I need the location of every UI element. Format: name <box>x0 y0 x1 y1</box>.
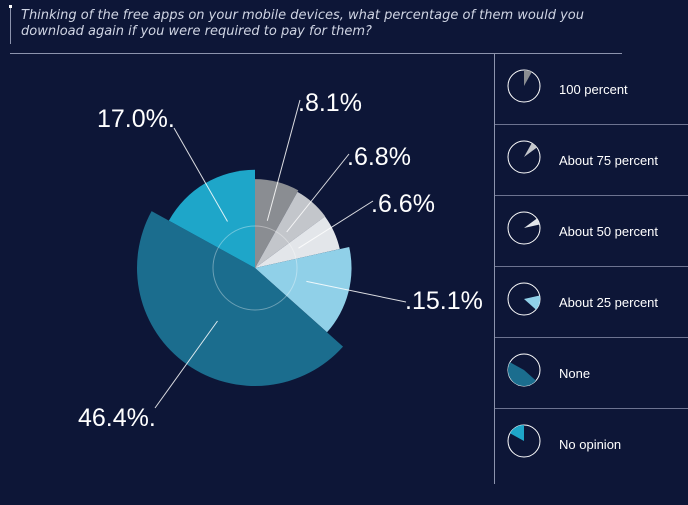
slice-about-25-percent <box>255 246 352 333</box>
connector-about-50-percent <box>298 200 374 249</box>
legend-divider <box>495 337 688 338</box>
legend-swatch-about-25-percent <box>507 282 541 316</box>
legend-label-about-50-percent: About 50 percent <box>559 224 659 239</box>
slice-about-75-percent <box>255 191 326 268</box>
legend-pie-wedge-about-50-percent <box>524 218 540 228</box>
chart-title-block: Thinking of the free apps on your mobile… <box>9 5 631 44</box>
legend-swatch-100-percent <box>507 69 541 103</box>
legend-divider <box>495 124 688 125</box>
legend-swatch-none <box>507 353 541 387</box>
legend-pie-wedge-about-25-percent <box>524 295 540 310</box>
connector-100-percent <box>266 99 301 221</box>
legend-swatch-about-75-percent <box>507 140 541 174</box>
legend-swatch-about-50-percent <box>507 211 541 245</box>
legend-pie-outline <box>507 282 541 316</box>
legend-item-about-75-percent: About 75 percent <box>495 125 688 196</box>
slice-no-opinion <box>168 169 255 268</box>
data-label-about-25-percent: .15.1% <box>405 287 483 315</box>
legend-item-none: None <box>495 338 688 409</box>
legend-label-100-percent: 100 percent <box>559 82 628 97</box>
legend-item-no-opinion: No opinion <box>495 409 688 480</box>
slice-none <box>137 211 344 386</box>
legend-label-about-75-percent: About 75 percent <box>559 153 659 168</box>
connector-no-opinion <box>173 127 228 222</box>
connector-about-75-percent <box>286 153 350 233</box>
legend-pie-wedge-100-percent <box>524 70 532 86</box>
data-label-none: 46.4%. <box>78 404 156 432</box>
legend-label-none: None <box>559 366 591 381</box>
legend-divider <box>495 266 688 267</box>
chart-title: Thinking of the free apps on your mobile… <box>21 8 584 39</box>
data-label-about-50-percent: .6.6% <box>371 190 435 218</box>
polar-area-chart: .8.1% .6.8% .6.6% .15.1% 46.4%. 17.0%. <box>78 89 483 432</box>
connector-none <box>154 320 218 409</box>
legend-item-100-percent: 100 percent <box>495 54 688 125</box>
connector-about-25-percent <box>306 280 407 303</box>
legend-label-no-opinion: No opinion <box>559 437 622 452</box>
legend-divider <box>495 408 688 409</box>
inner-ring <box>212 225 298 311</box>
title-divider <box>10 53 622 54</box>
legend-pie-wedge-none <box>507 362 536 387</box>
data-label-100-percent: .8.1% <box>298 89 362 117</box>
legend-pie-outline <box>507 140 541 174</box>
legend-divider <box>495 195 688 196</box>
chart-legend: 100 percent About 75 percent About 50 pe… <box>494 54 688 484</box>
legend-pie-wedge-no-opinion <box>509 425 524 441</box>
legend-pie-wedge-about-75-percent <box>524 143 537 157</box>
legend-pie-outline <box>507 211 541 245</box>
legend-label-about-25-percent: About 25 percent <box>559 295 659 310</box>
data-label-about-75-percent: .6.8% <box>347 143 411 171</box>
data-label-no-opinion: 17.0%. <box>97 105 175 133</box>
slice-about-50-percent <box>255 216 340 268</box>
legend-item-about-50-percent: About 50 percent <box>495 196 688 267</box>
slice-100-percent <box>255 179 299 268</box>
title-marker <box>9 5 12 8</box>
legend-item-about-25-percent: About 25 percent <box>495 267 688 338</box>
legend-swatch-no-opinion <box>507 424 541 458</box>
